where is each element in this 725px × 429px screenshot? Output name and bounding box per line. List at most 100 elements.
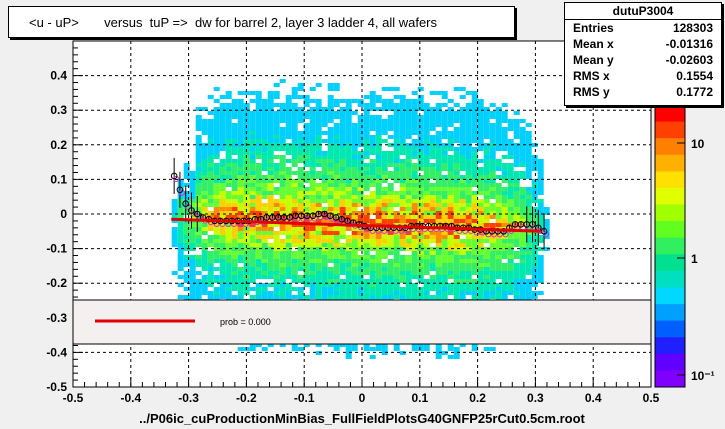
heatmap-cell xyxy=(393,287,400,291)
heatmap-cell xyxy=(513,183,520,187)
heatmap-cell xyxy=(219,287,226,291)
heatmap-cell xyxy=(381,211,388,215)
heatmap-cell xyxy=(351,195,358,199)
heatmap-cell xyxy=(525,171,532,175)
heatmap-cell xyxy=(207,179,214,183)
heatmap-cell xyxy=(411,115,418,119)
heatmap-cell xyxy=(315,279,322,283)
heatmap-cell xyxy=(375,263,382,267)
heatmap-cell xyxy=(195,239,202,243)
heatmap-cell xyxy=(489,291,496,295)
palette-segment xyxy=(655,171,685,189)
heatmap-cell xyxy=(531,195,538,199)
heatmap-cell xyxy=(327,287,334,291)
heatmap-cell xyxy=(501,103,508,107)
heatmap-cell xyxy=(459,143,466,147)
heatmap-cell xyxy=(195,203,202,207)
heatmap-cell xyxy=(453,175,460,179)
heatmap-cell xyxy=(327,255,334,259)
heatmap-cell xyxy=(321,199,328,203)
heatmap-cell xyxy=(357,255,364,259)
heatmap-cell xyxy=(393,239,400,243)
heatmap-cell xyxy=(447,187,454,191)
heatmap-cell xyxy=(261,291,268,295)
heatmap-cell xyxy=(273,115,280,119)
heatmap-cell xyxy=(411,263,418,267)
heatmap-cell xyxy=(399,183,406,187)
palette-segment xyxy=(655,154,685,172)
heatmap-cell xyxy=(363,295,370,299)
heatmap-cell xyxy=(501,119,508,123)
heatmap-cell xyxy=(279,183,286,187)
heatmap-cell xyxy=(399,263,406,267)
heatmap-cell xyxy=(189,183,196,187)
heatmap-cell xyxy=(429,191,436,195)
heatmap-cell xyxy=(279,139,286,143)
heatmap-cell xyxy=(249,91,256,95)
heatmap-cell xyxy=(285,143,292,147)
heatmap-cell xyxy=(279,79,286,83)
heatmap-cell xyxy=(213,143,220,147)
heatmap-cell xyxy=(267,267,274,271)
heatmap-cell xyxy=(495,267,502,271)
heatmap-cell xyxy=(279,195,286,199)
heatmap-cell xyxy=(459,231,466,235)
heatmap-cell xyxy=(213,119,220,123)
heatmap-cell xyxy=(207,147,214,151)
heatmap-cell xyxy=(405,215,412,219)
heatmap-cell xyxy=(393,211,400,215)
heatmap-cell xyxy=(339,183,346,187)
legend-box: prob = 0.000 xyxy=(72,299,652,345)
heatmap-cell xyxy=(183,171,190,175)
heatmap-cell xyxy=(411,111,418,115)
heatmap-cell xyxy=(345,183,352,187)
heatmap-cell xyxy=(183,247,190,251)
heatmap-cell xyxy=(309,143,316,147)
heatmap-cell xyxy=(501,139,508,143)
heatmap-cell xyxy=(495,251,502,255)
heatmap-cell xyxy=(273,211,280,215)
heatmap-cell xyxy=(537,167,544,171)
heatmap-cell xyxy=(501,275,508,279)
heatmap-cell xyxy=(501,263,508,267)
heatmap-cell xyxy=(333,295,340,299)
heatmap-cell xyxy=(207,211,214,215)
heatmap-cell xyxy=(303,195,310,199)
heatmap-cell xyxy=(321,263,328,267)
heatmap-cell xyxy=(375,239,382,243)
heatmap-cell xyxy=(381,215,388,219)
heatmap-cell xyxy=(303,131,310,135)
heatmap-cell xyxy=(405,235,412,239)
heatmap-cell xyxy=(459,291,466,295)
heatmap-cell xyxy=(207,199,214,203)
heatmap-cell xyxy=(333,199,340,203)
heatmap-cell xyxy=(285,99,292,103)
heatmap-cell xyxy=(399,111,406,115)
heatmap-cell xyxy=(399,275,406,279)
heatmap-cell xyxy=(291,183,298,187)
heatmap-cell xyxy=(207,183,214,187)
heatmap-cell xyxy=(429,235,436,239)
heatmap-cell xyxy=(453,195,460,199)
heatmap-cell xyxy=(513,215,520,219)
heatmap-cell xyxy=(237,167,244,171)
heatmap-cell xyxy=(435,295,442,299)
heatmap-cell xyxy=(483,291,490,295)
heatmap-cell xyxy=(213,251,220,255)
heatmap-cell xyxy=(195,243,202,247)
heatmap-cell xyxy=(375,187,382,191)
heatmap-cell xyxy=(531,259,538,263)
heatmap-cell xyxy=(315,243,322,247)
heatmap-cell xyxy=(273,207,280,211)
heatmap-cell xyxy=(315,251,322,255)
heatmap-cell xyxy=(339,151,346,155)
heatmap-cell xyxy=(363,259,370,263)
heatmap-cell xyxy=(447,271,454,275)
heatmap-cell xyxy=(249,195,256,199)
heatmap-cell xyxy=(261,287,268,291)
heatmap-cell xyxy=(423,135,430,139)
heatmap-cell xyxy=(363,243,370,247)
heatmap-cell xyxy=(273,235,280,239)
heatmap-cell xyxy=(483,127,490,131)
heatmap-cell xyxy=(237,203,244,207)
